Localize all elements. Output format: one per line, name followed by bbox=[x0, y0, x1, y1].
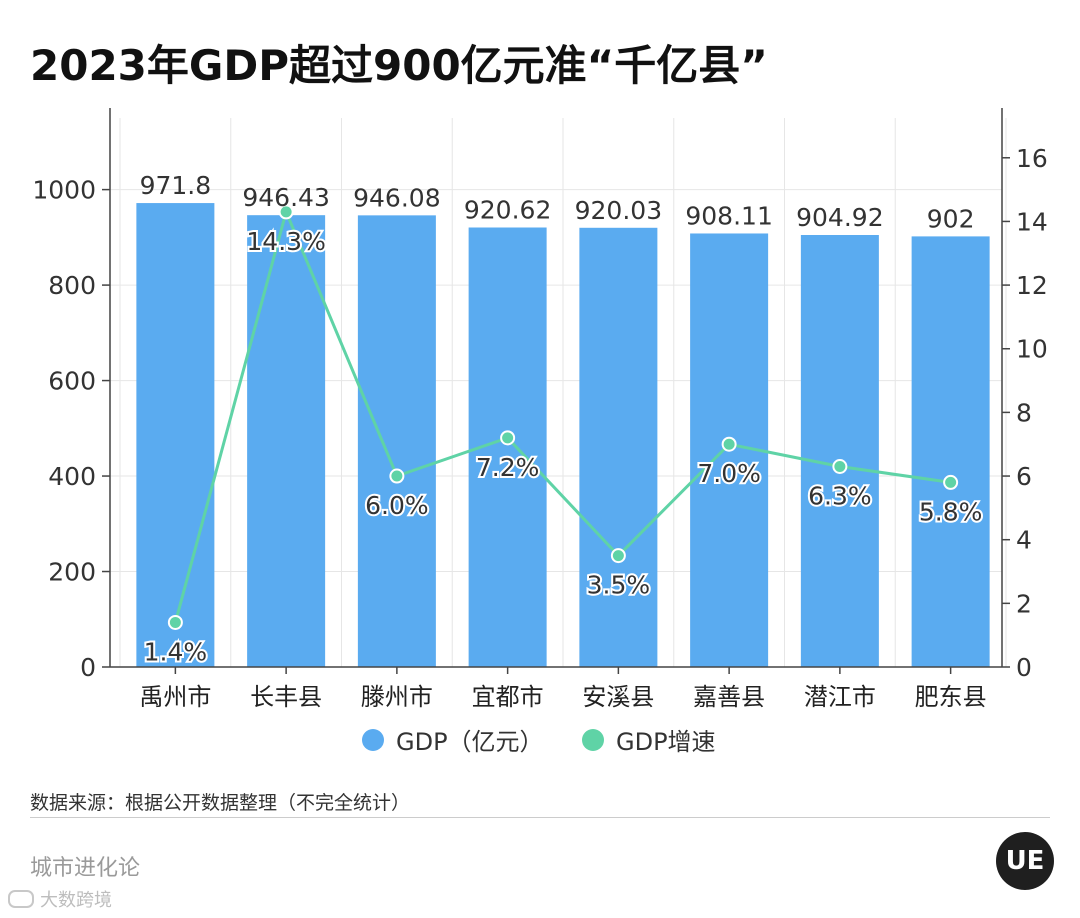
legend-dot-growth bbox=[582, 728, 604, 751]
bar-1 bbox=[136, 203, 215, 667]
bar-value-label: 908.11 bbox=[685, 201, 772, 230]
axes: 0 200 400 600 800 1000 0 2 4 6 8 10 12 14 16 禹州市 长丰县 滕州市 宜… bbox=[32, 108, 1048, 711]
footer-watermark: 大数跨境 bbox=[8, 886, 112, 912]
bar-8 bbox=[911, 236, 990, 667]
legend-label-growth: GDP增速 bbox=[616, 728, 716, 756]
combo-chart: 0 200 400 600 800 1000 0 2 4 6 8 10 12 14 16 禹州市 长丰县 滕州市 宜… bbox=[32, 108, 1048, 711]
y-left-tick-label: 1000 bbox=[32, 176, 96, 205]
x-tick-label: 长丰县 bbox=[250, 683, 322, 711]
growth-value-label: 7.2% bbox=[476, 453, 540, 482]
y-left-tick-label: 200 bbox=[48, 558, 96, 587]
logo-badge: UE bbox=[996, 832, 1054, 890]
bar-5 bbox=[579, 227, 658, 667]
bar-value-label: 920.62 bbox=[464, 196, 551, 225]
y-left-tick-label: 0 bbox=[80, 653, 96, 682]
growth-value-label: 6.3% bbox=[808, 481, 872, 510]
bar-value-label: 971.8 bbox=[140, 171, 212, 200]
y-right-tick-label: 4 bbox=[1016, 526, 1032, 555]
legend: GDP（亿元） GDP增速 bbox=[0, 722, 1080, 762]
legend-item-gdp: GDP（亿元） bbox=[362, 722, 544, 757]
bar-7 bbox=[800, 234, 879, 667]
x-tick-label: 禹州市 bbox=[139, 683, 211, 711]
growth-point-3 bbox=[389, 468, 405, 484]
bar-value-label: 946.08 bbox=[353, 183, 440, 212]
y-right-tick-label: 8 bbox=[1016, 398, 1032, 427]
growth-value-label: 3.5% bbox=[587, 571, 651, 600]
growth-line bbox=[173, 207, 951, 623]
y-left-tick-label: 800 bbox=[48, 271, 96, 300]
growth-point-4 bbox=[500, 430, 516, 446]
data-labels: 971.8 946.43 946.08 920.62 920.03 908.11 904.9… bbox=[140, 171, 985, 668]
y-right-tick-label: 12 bbox=[1016, 271, 1048, 300]
x-tick-label: 滕州市 bbox=[361, 683, 433, 711]
growth-point-6 bbox=[721, 436, 737, 452]
bar-value-label: 946.43 bbox=[242, 183, 329, 212]
growth-point-2 bbox=[278, 204, 294, 220]
bar-series bbox=[136, 203, 990, 667]
bar-value-label: 920.03 bbox=[575, 196, 662, 225]
bar-value-label: 902 bbox=[927, 204, 975, 233]
growth-value-label: 7.0% bbox=[697, 459, 761, 488]
footer-watermark-text: 大数跨境 bbox=[40, 890, 112, 911]
bar-3 bbox=[357, 215, 436, 667]
growth-point-7 bbox=[832, 458, 848, 474]
x-tick-label: 安溪县 bbox=[582, 683, 654, 711]
y-right-tick-label: 16 bbox=[1016, 144, 1048, 173]
x-tick-label: 肥东县 bbox=[915, 683, 987, 711]
growth-value-label: 6.0% bbox=[365, 491, 429, 520]
legend-dot-gdp bbox=[362, 728, 384, 751]
y-right-tick-label: 10 bbox=[1016, 335, 1048, 364]
growth-point-8 bbox=[943, 474, 959, 490]
growth-point-5 bbox=[610, 548, 626, 564]
growth-value-label: 5.8% bbox=[919, 497, 983, 526]
x-tick-label: 嘉善县 bbox=[693, 683, 765, 711]
legend-label-gdp: GDP（亿元） bbox=[396, 728, 544, 756]
divider bbox=[30, 817, 1050, 818]
watermark-icon bbox=[8, 890, 34, 908]
y-left-tick-label: 400 bbox=[48, 462, 96, 491]
y-right-tick-label: 0 bbox=[1016, 653, 1032, 682]
x-tick-label: 潜江市 bbox=[804, 683, 876, 711]
line-series bbox=[167, 204, 959, 630]
x-tick-label: 宜都市 bbox=[472, 683, 544, 711]
chart-title: 2023年GDP超过900亿元准“千亿县” bbox=[30, 41, 768, 90]
growth-value-label: 14.3% bbox=[246, 227, 325, 256]
brand-name: 城市进化论 bbox=[30, 856, 141, 881]
source-note: 数据来源：根据公开数据整理（不完全统计） bbox=[30, 792, 411, 814]
y-right-tick-label: 6 bbox=[1016, 462, 1032, 491]
y-right-tick-label: 14 bbox=[1016, 207, 1048, 236]
y-right-tick-label: 2 bbox=[1016, 589, 1032, 618]
legend-item-growth: GDP增速 bbox=[582, 722, 716, 757]
bar-value-label: 904.92 bbox=[796, 203, 883, 232]
growth-point-1 bbox=[167, 614, 183, 630]
y-left-tick-label: 600 bbox=[48, 367, 96, 396]
bar-2 bbox=[247, 215, 326, 667]
growth-value-label: 1.4% bbox=[144, 637, 208, 666]
